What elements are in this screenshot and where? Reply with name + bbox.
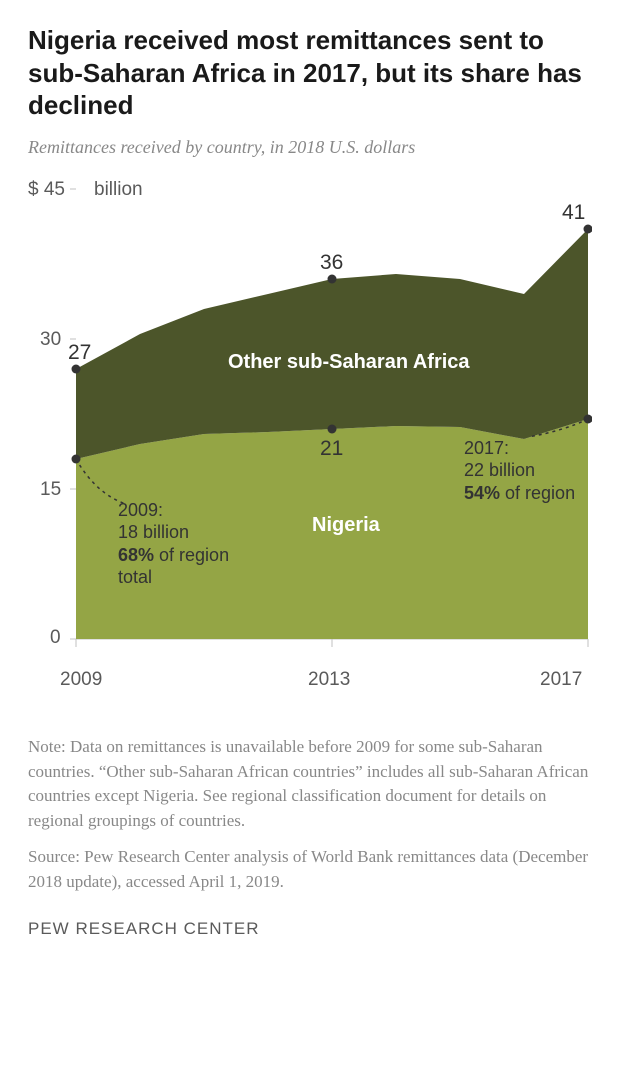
chart-source: Source: Pew Research Center analysis of … (28, 845, 592, 894)
value-total-2013: 36 (320, 251, 343, 275)
ytick-45: $ 45 (28, 179, 65, 201)
value-total-2009: 27 (68, 341, 91, 365)
xtick-2017: 2017 (540, 669, 582, 691)
ytick-30: 30 (40, 329, 61, 351)
y-unit-label: billion (94, 179, 143, 201)
area-chart: billion $ 45 30 15 0 2009 2013 2017 27 3… (28, 179, 592, 699)
series-label-other: Other sub-Saharan Africa (228, 351, 470, 374)
value-total-2017: 41 (562, 201, 585, 225)
callout-2009: 2009: 18 billion 68% of region total (118, 499, 268, 589)
xtick-2009: 2009 (60, 669, 102, 691)
attribution: PEW RESEARCH CENTER (28, 919, 592, 939)
ytick-15: 15 (40, 479, 61, 501)
ytick-0: 0 (50, 627, 61, 649)
chart-title: Nigeria received most remittances sent t… (28, 24, 592, 122)
chart-note: Note: Data on remittances is unavailable… (28, 735, 592, 834)
xtick-2013: 2013 (308, 669, 350, 691)
callout-2017: 2017: 22 billion 54% of region (464, 437, 594, 505)
chart-subtitle: Remittances received by country, in 2018… (28, 136, 592, 159)
series-label-nigeria: Nigeria (312, 514, 380, 537)
value-nigeria-2013: 21 (320, 437, 343, 461)
